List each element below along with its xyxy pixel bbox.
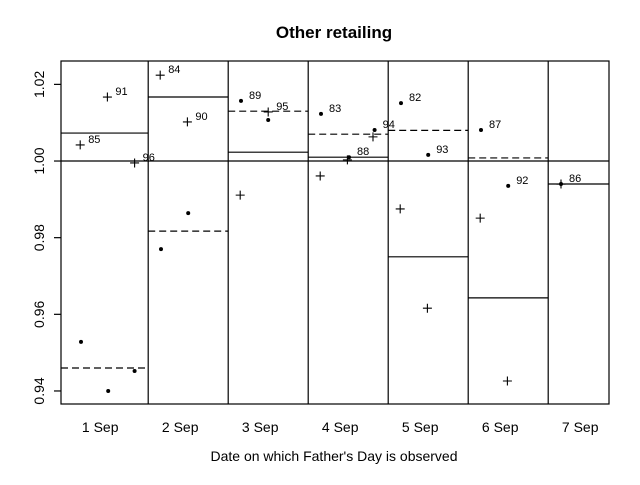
dot-marker — [347, 155, 351, 160]
x-tick-label: 4 Sep — [322, 419, 359, 435]
plus-marker — [315, 171, 325, 181]
plus-marker — [235, 190, 245, 200]
y-tick-label: 0.94 — [31, 377, 47, 404]
plot-frame — [60, 60, 610, 405]
dot-marker — [79, 339, 83, 344]
dot-marker — [186, 211, 191, 216]
plus-marker — [263, 107, 273, 117]
point-label: 90 — [195, 111, 207, 123]
point-label: 89 — [249, 90, 261, 102]
y-tick-label: 0.96 — [31, 300, 47, 327]
point-label: 92 — [516, 175, 528, 187]
x-tick-label: 6 Sep — [482, 419, 519, 435]
chart-title: Other retailing — [276, 23, 392, 42]
plus-marker — [102, 92, 112, 102]
point-label: 93 — [436, 144, 448, 156]
y-tick-label: 1.00 — [31, 147, 47, 174]
dot-marker — [266, 118, 271, 123]
point-label: 91 — [115, 86, 127, 98]
plus-marker — [368, 132, 378, 142]
point-label: 85 — [88, 134, 100, 146]
point-label: 88 — [357, 146, 369, 158]
plus-marker — [155, 70, 165, 80]
plus-marker — [556, 179, 566, 189]
y-tick-label: 0.98 — [31, 224, 47, 251]
plus-marker — [502, 376, 512, 386]
x-axis-label: Date on which Father's Day is observed — [210, 448, 457, 464]
dot-marker — [426, 152, 431, 157]
plus-marker — [130, 158, 140, 168]
plus-marker — [182, 117, 192, 127]
point-label: 94 — [383, 119, 395, 131]
dot-marker — [399, 101, 403, 106]
plus-marker — [422, 303, 432, 313]
dot-marker — [159, 247, 163, 252]
dot-marker — [239, 98, 243, 103]
x-tick-label: 7 Sep — [562, 419, 599, 435]
plot-area: 0.94 0.96 0.98 1.00 1.02 1 Sep 2 Sep 3 Sep 4 Sep… — [31, 60, 610, 435]
plus-marker — [475, 213, 485, 223]
x-tick-label: 1 Sep — [82, 419, 119, 435]
x-tick-label: 5 Sep — [402, 419, 439, 435]
point-label: 96 — [143, 152, 155, 164]
point-label: 82 — [409, 92, 421, 104]
x-tick-label: 3 Sep — [242, 419, 279, 435]
point-label: 83 — [329, 103, 341, 115]
point-label: 95 — [276, 101, 288, 113]
y-tick-label: 1.02 — [31, 71, 47, 98]
dot-marker — [106, 388, 111, 393]
plus-marker — [342, 155, 352, 165]
dot-marker — [506, 183, 511, 188]
dot-marker — [319, 111, 323, 116]
point-label: 84 — [168, 64, 180, 76]
dot-marker — [479, 127, 483, 132]
x-tick-label: 2 Sep — [162, 419, 199, 435]
point-label: 86 — [569, 173, 581, 185]
dot-marker — [132, 369, 137, 374]
plus-marker — [75, 140, 85, 150]
point-label: 87 — [489, 119, 501, 131]
plus-marker — [395, 204, 405, 214]
dot-marker — [372, 127, 377, 132]
